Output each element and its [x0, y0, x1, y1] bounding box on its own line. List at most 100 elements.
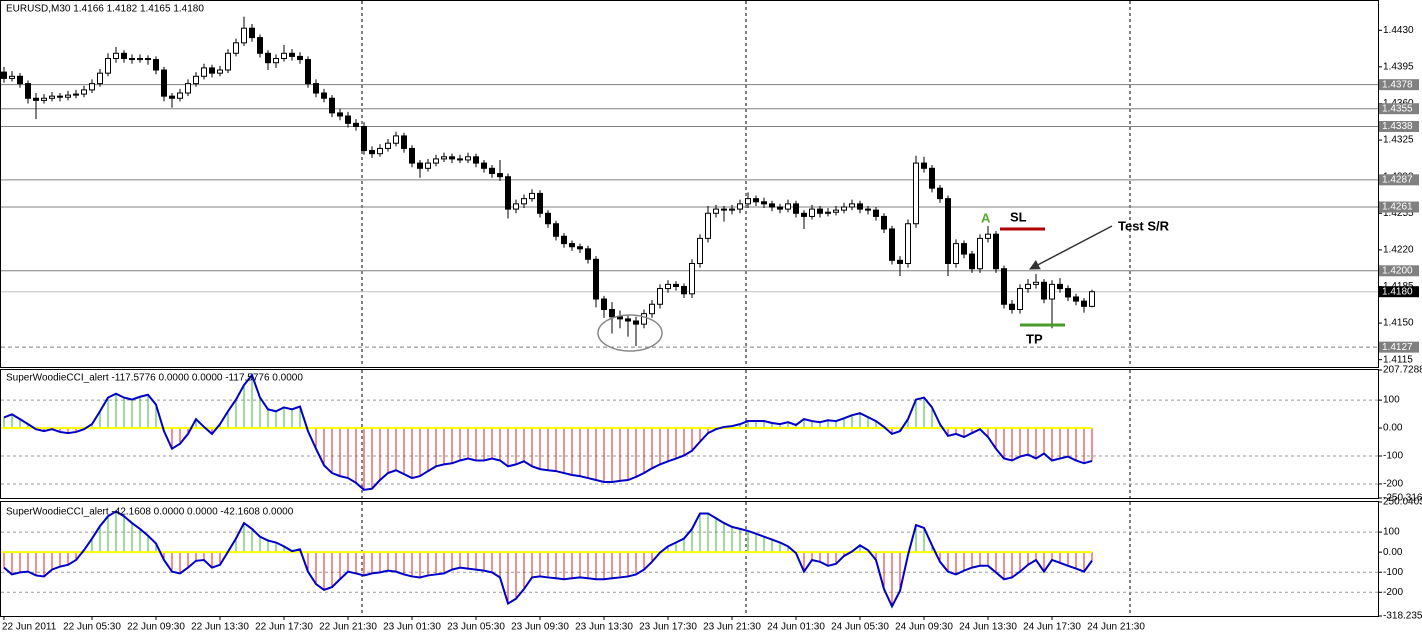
candle-body [833, 209, 839, 213]
candle-body [657, 288, 663, 305]
candle-body [305, 59, 311, 85]
candle-body [161, 69, 167, 97]
candle-body [353, 122, 359, 127]
candle-body [761, 201, 767, 205]
candle-body [41, 97, 47, 101]
candle-body [665, 283, 671, 290]
candle-body [521, 198, 527, 205]
candle-body [1057, 283, 1063, 290]
candle-body [745, 198, 751, 205]
candle-body [137, 58, 143, 61]
candle-body [81, 89, 87, 95]
candle-body [193, 75, 199, 85]
candle-body [169, 95, 175, 99]
candle-body [385, 142, 391, 149]
candle-body [929, 167, 935, 189]
x-tick-label: 24 Jun 13:30 [959, 622, 1017, 633]
candle-body [985, 233, 991, 239]
y-tick-label: 100 [1383, 395, 1400, 406]
candle-body [409, 147, 415, 164]
x-tick-label: 22 Jun 2011 [2, 622, 57, 633]
candle-body [777, 206, 783, 210]
candle-body [1033, 281, 1039, 285]
candle-body [425, 162, 431, 169]
cci-line [3, 510, 1093, 609]
candle-body [25, 83, 31, 99]
y-tick-label: 1.4325 [1383, 135, 1414, 146]
candle-body [121, 52, 127, 60]
candle-body [289, 52, 295, 57]
candle-body [1081, 300, 1087, 307]
level-label-box [1379, 120, 1419, 132]
candle-body [857, 203, 863, 210]
candle-body [329, 97, 335, 114]
level-label: 1.4261 [1382, 202, 1413, 213]
candle-body [561, 235, 567, 245]
level-label: 1.4338 [1382, 121, 1413, 132]
candle-body [913, 162, 919, 225]
candle-body [393, 135, 399, 144]
candle-body [713, 208, 719, 214]
y-tick-label: 1.4220 [1383, 245, 1414, 256]
candle-body [49, 95, 55, 99]
candle-body [873, 209, 879, 217]
candle-body [809, 208, 815, 217]
candle-body [489, 167, 495, 175]
candle-body [177, 92, 183, 99]
cci-line [3, 373, 1093, 491]
candle-body [1009, 303, 1015, 310]
candle-body [609, 308, 615, 318]
level-label-box [1379, 174, 1419, 186]
candle-body [201, 67, 207, 77]
candle-body [937, 187, 943, 200]
candle-body [225, 52, 231, 71]
candle-body [97, 72, 103, 85]
candle-body [577, 246, 583, 250]
x-tick-label: 23 Jun 13:30 [575, 622, 633, 633]
candle-body [17, 75, 23, 85]
candle-body [737, 203, 743, 210]
panel-frame [0, 501, 1379, 617]
candle-body [569, 243, 575, 248]
annotation-note: Test S/R [1118, 218, 1170, 233]
level-label-box [1379, 103, 1419, 115]
candle-body [57, 95, 63, 98]
candle-body [417, 162, 423, 169]
level-label-box [1379, 201, 1419, 213]
x-tick-label: 23 Jun 09:30 [511, 622, 569, 633]
annotation-sl: SL [1010, 209, 1027, 224]
candle-body [257, 37, 263, 54]
candle-body [553, 223, 559, 237]
candle-body [537, 192, 543, 214]
y-tick-label: 100 [1383, 527, 1400, 538]
y-tick-label: 1.4115 [1383, 354, 1413, 365]
y-tick-label: 250.0403 [1383, 497, 1422, 508]
candle-body [65, 94, 71, 98]
candle-body [977, 237, 983, 270]
candle-body [769, 203, 775, 208]
level-label: 1.4355 [1382, 103, 1413, 114]
candle-body [729, 208, 735, 211]
x-tick-label: 22 Jun 09:30 [127, 622, 185, 633]
y-tick-label: 0.00 [1383, 423, 1403, 434]
candle-body [593, 258, 599, 300]
candle-body [1065, 288, 1071, 298]
candle-body [697, 237, 703, 264]
candle-body [185, 83, 191, 94]
candle-body [649, 303, 655, 315]
y-tick-label: -318.235 [1383, 611, 1422, 622]
candle-body [249, 27, 255, 39]
x-tick-label: 22 Jun 05:30 [63, 622, 121, 633]
candle-body [681, 285, 687, 295]
candle-body [337, 112, 343, 117]
candle-body [217, 69, 223, 74]
candle-body [705, 212, 711, 239]
y-tick-label: 207.7288 [1383, 365, 1422, 376]
y-tick-label: 1.4395 [1383, 62, 1414, 73]
candle-body [281, 52, 287, 60]
candle-body [433, 158, 439, 164]
candle-body [129, 58, 135, 61]
